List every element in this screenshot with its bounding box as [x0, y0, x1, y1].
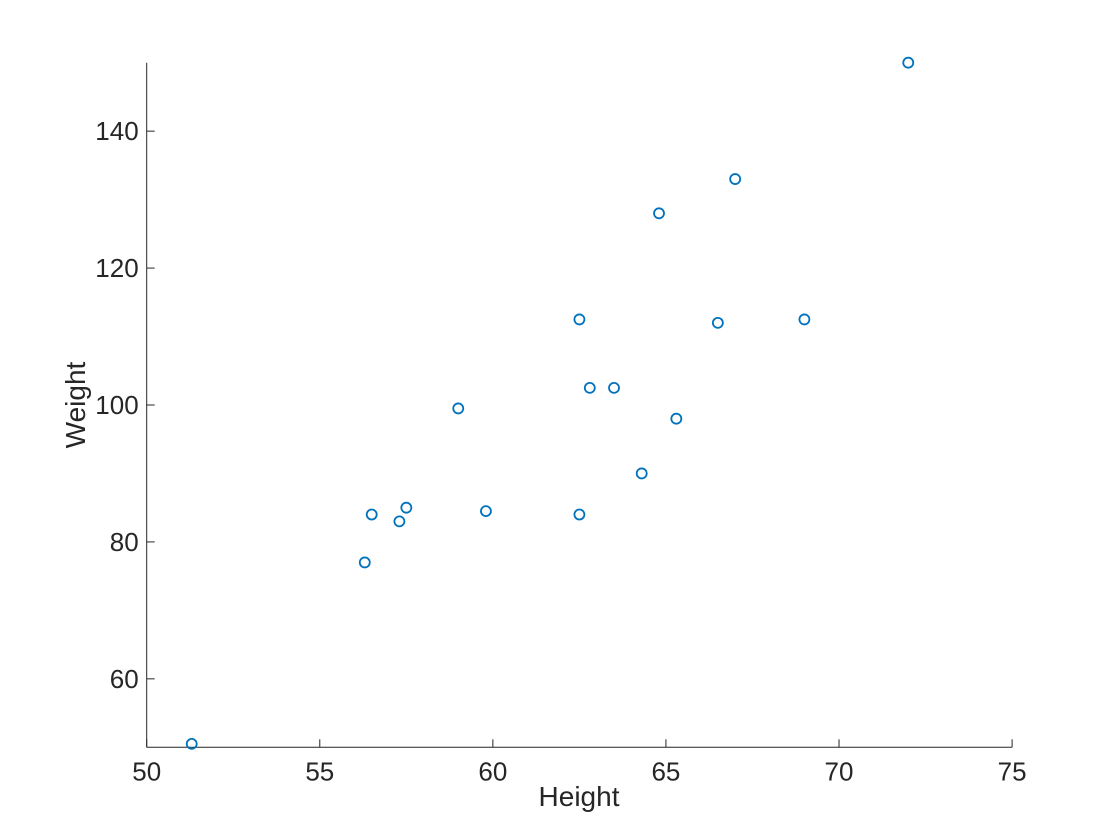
marker-layer — [185, 56, 915, 750]
x-tick-label: 75 — [998, 756, 1027, 786]
y-tick-label: 100 — [95, 390, 138, 420]
data-point-marker — [902, 56, 915, 69]
x-tick-label: 60 — [478, 756, 507, 786]
data-point-marker — [480, 505, 492, 518]
x-tick-label: 55 — [305, 756, 334, 786]
x-tick-label: 70 — [825, 756, 854, 786]
data-point-marker — [365, 508, 378, 521]
data-point-marker — [393, 515, 406, 528]
y-axis-label: Weight — [60, 361, 91, 448]
data-point-marker — [583, 381, 596, 394]
x-tick-label: 65 — [651, 756, 680, 786]
axes-layer: 50 55 60 65 70 75 60 80 100 120 140 — [95, 62, 1027, 786]
data-point-marker — [452, 402, 465, 415]
data-point-marker — [635, 467, 648, 480]
data-point-marker — [729, 173, 742, 185]
y-tick-label: 60 — [110, 664, 139, 694]
data-point-marker — [573, 508, 586, 521]
data-point-marker — [798, 313, 811, 326]
data-point-marker — [185, 737, 198, 750]
y-tick-label: 140 — [95, 116, 138, 146]
y-tick-label: 120 — [95, 253, 138, 283]
data-point-marker — [653, 207, 665, 220]
x-tick-label: 50 — [132, 756, 161, 786]
data-point-marker — [711, 316, 724, 329]
x-axis-label: Height — [539, 781, 620, 812]
data-point-marker — [358, 556, 371, 569]
data-point-marker — [573, 313, 586, 326]
y-tick-label: 80 — [110, 527, 139, 557]
data-point-marker — [400, 501, 413, 514]
data-point-marker — [670, 412, 683, 425]
data-point-marker — [608, 381, 620, 394]
